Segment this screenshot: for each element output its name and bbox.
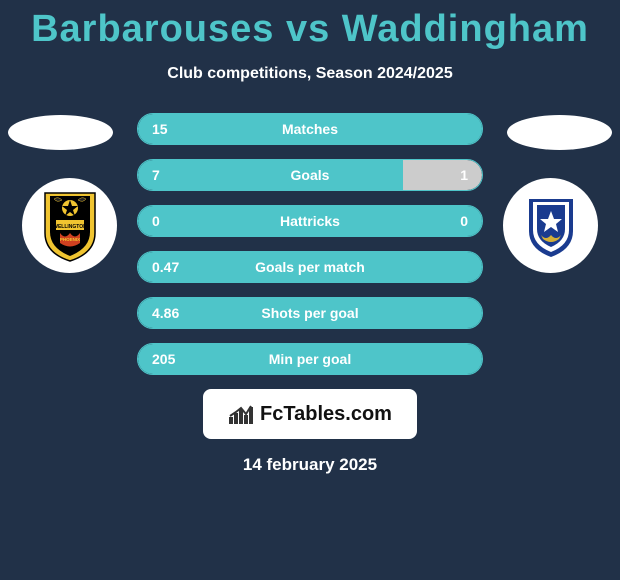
stat-row: 0Hattricks0 <box>137 205 483 237</box>
stat-right-value: 0 <box>460 213 468 229</box>
stat-row: 4.86Shots per goal <box>137 297 483 329</box>
page-title: Barbarouses vs Waddingham <box>0 0 620 51</box>
stats-container: WELLINGTON PHOENIX 15Matches 7Goals1 0Hatt… <box>0 113 620 475</box>
stat-label: Hattricks <box>138 213 482 229</box>
stat-rows: 15Matches 7Goals1 0Hattricks0 0.47Goals per… <box>137 113 483 375</box>
portsmouth-crest-icon <box>521 191 581 261</box>
team-logo-left: WELLINGTON PHOENIX <box>22 178 117 273</box>
stat-label: Min per goal <box>138 351 482 367</box>
stat-right-value: 1 <box>460 167 468 183</box>
ellipse-right <box>507 115 612 150</box>
fctables-icon <box>228 403 254 425</box>
stat-label: Goals <box>138 167 482 183</box>
svg-text:WELLINGTON: WELLINGTON <box>53 224 87 230</box>
stat-row: 15Matches <box>137 113 483 145</box>
stat-label: Matches <box>138 121 482 137</box>
ellipse-left <box>8 115 113 150</box>
wellington-crest-icon: WELLINGTON PHOENIX <box>40 188 100 263</box>
team-logo-right <box>503 178 598 273</box>
stat-label: Goals per match <box>138 259 482 275</box>
fctables-text: FcTables.com <box>260 403 392 426</box>
stat-label: Shots per goal <box>138 305 482 321</box>
stat-row: 205Min per goal <box>137 343 483 375</box>
svg-text:PHOENIX: PHOENIX <box>59 237 79 242</box>
stat-row: 7Goals1 <box>137 159 483 191</box>
subtitle: Club competitions, Season 2024/2025 <box>0 65 620 83</box>
fctables-badge[interactable]: FcTables.com <box>203 389 417 439</box>
stat-row: 0.47Goals per match <box>137 251 483 283</box>
date: 14 february 2025 <box>0 455 620 475</box>
